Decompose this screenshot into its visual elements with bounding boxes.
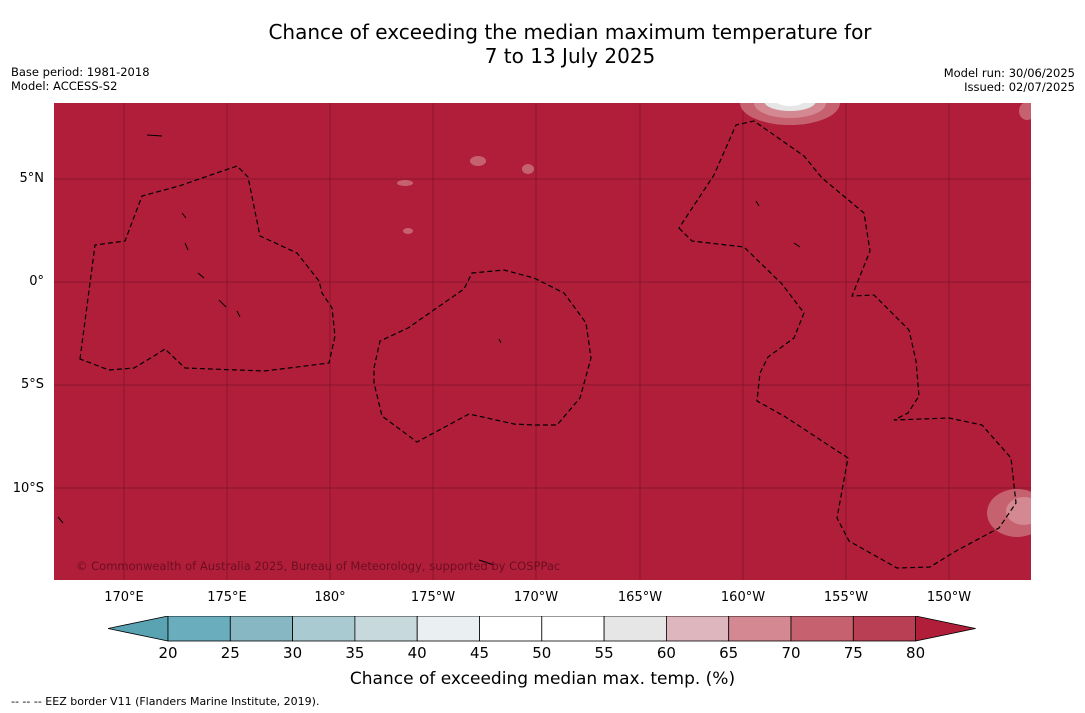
colorbar-segment (479, 616, 543, 642)
colorbar-segment (728, 616, 792, 642)
lon-label-170e: 170°E (104, 590, 144, 605)
colorbar-extend-low (108, 616, 169, 642)
colorbar-tick-label: 45 (469, 644, 490, 662)
colorbar-tick-label: 75 (843, 644, 863, 662)
issued-date: Issued: 02/07/2025 (964, 80, 1075, 94)
colorbar-tick-label: 80 (906, 644, 926, 662)
colorbar-tick-label: 60 (656, 644, 676, 662)
colorbar-tick-label: 55 (594, 644, 614, 662)
meta-right: Model run: 30/06/2025 Issued: 02/07/2025 (944, 66, 1075, 94)
model-run: Model run: 30/06/2025 (943, 66, 1075, 80)
colorbar-tick-label: 40 (407, 644, 427, 662)
colorbar-tick-label: 65 (719, 644, 739, 662)
colorbar-tick-label: 25 (220, 644, 240, 662)
lon-label-155w: 155°W (823, 590, 869, 605)
islands (57, 134, 801, 566)
title-line-1: Chance of exceeding the median maximum t… (268, 20, 872, 44)
colorbar-segment (790, 616, 854, 642)
eez-footnote: -- -- -- EEZ border V11 (Flanders Marine… (11, 695, 320, 708)
map-title: Chance of exceeding the median maximum t… (0, 20, 1085, 68)
copyright-notice: © Commonwealth of Australia 2025, Bureau… (76, 559, 561, 573)
colorbar-tick-label: 70 (781, 644, 801, 662)
lat-label-10s: 10°S (12, 481, 44, 496)
colorbar-segment (416, 616, 480, 642)
probability-fill (54, 103, 1031, 580)
colorbar-segment (603, 616, 667, 642)
colorbar-segment (852, 616, 916, 642)
colorbar (108, 616, 976, 642)
lon-label-170w: 170°W (513, 590, 559, 605)
lon-label-165w: 165°W (617, 590, 663, 605)
colorbar-segment (292, 616, 356, 642)
lon-label-175e: 175°E (207, 590, 247, 605)
colorbar-tick-label: 35 (345, 644, 365, 662)
map-area: © Commonwealth of Australia 2025, Bureau… (54, 103, 1031, 580)
lon-label-150w: 150°W (926, 590, 972, 605)
colorbar-segment (229, 616, 294, 642)
lon-label-175w: 175°W (410, 590, 456, 605)
lower-probability-patches (397, 103, 1031, 537)
title-line-2: 7 to 13 July 2025 (484, 44, 656, 68)
map-svg (54, 103, 1031, 580)
eez-borders (79, 120, 1017, 569)
lon-label-160w: 160°W (720, 590, 766, 605)
colorbar-segment (354, 616, 418, 642)
graticule (54, 103, 1031, 580)
colorbar-segment (167, 616, 231, 642)
colorbar-segment (541, 616, 605, 642)
colorbar-tick-label: 50 (532, 644, 552, 662)
lat-label-0: 0° (29, 274, 44, 289)
colorbar-tick-label: 20 (158, 644, 178, 662)
colorbar-segments (108, 616, 976, 642)
lat-label-5n: 5°N (19, 171, 45, 186)
lon-label-180: 180° (314, 590, 346, 605)
colorbar-tick-label: 30 (283, 644, 303, 662)
lat-label-5s: 5°S (20, 377, 44, 392)
colorbar-extend-high (915, 616, 976, 642)
colorbar-segment (666, 616, 730, 642)
colorbar-label: Chance of exceeding median max. temp. (%… (349, 669, 736, 689)
base-period: Base period: 1981-2018 (11, 65, 150, 79)
meta-left: Base period: 1981-2018 Model: ACCESS-S2 (11, 65, 150, 93)
model-name: Model: ACCESS-S2 (11, 79, 118, 93)
